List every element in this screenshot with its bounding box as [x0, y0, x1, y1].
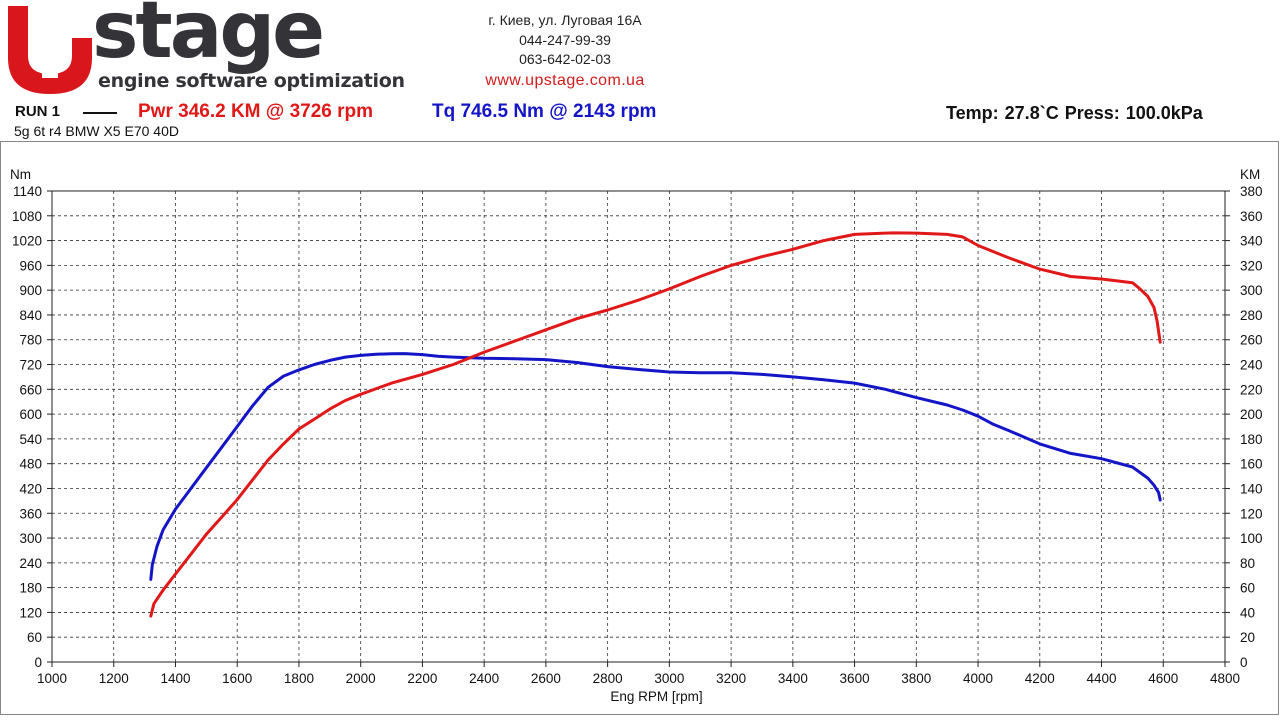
y-axis-label-left: Nm	[10, 167, 31, 182]
x-tick-label: 1000	[37, 671, 67, 686]
y-right-tick-label: 240	[1240, 358, 1263, 373]
y-right-tick-label: 340	[1240, 234, 1263, 249]
y-left-tick-label: 1020	[12, 234, 42, 249]
tick-labels: 1000 1200 1400 1600 1800 2000 2200 2400 2600 2800…	[12, 184, 1263, 686]
phone-1: 044-247-99-39	[519, 32, 611, 48]
x-tick-label: 4200	[1025, 671, 1055, 686]
logo-wordmark: stage	[92, 0, 325, 76]
x-tick-label: 4400	[1087, 671, 1117, 686]
y-left-tick-label: 900	[19, 283, 42, 298]
x-tick-label: 2800	[593, 671, 623, 686]
y-left-tick-label: 0	[34, 655, 42, 670]
power-summary: Pwr 346.2 KM @ 3726 rpm	[138, 101, 374, 122]
x-tick-label: 1400	[160, 671, 190, 686]
y-left-tick-label: 780	[19, 333, 42, 348]
x-tick-label: 3400	[778, 671, 808, 686]
y-left-tick-label: 720	[19, 358, 42, 373]
y-right-tick-label: 160	[1240, 457, 1263, 472]
grid-layer	[52, 191, 1225, 662]
y-left-tick-label: 180	[19, 581, 42, 596]
y-left-tick-label: 360	[19, 506, 42, 521]
x-tick-label: 4800	[1210, 671, 1240, 686]
y-left-tick-label: 1140	[13, 184, 42, 199]
series-layer	[149, 231, 1162, 618]
y-right-tick-label: 60	[1240, 581, 1255, 596]
x-axis-label: Eng RPM [rpm]	[610, 689, 702, 704]
y-right-tick-label: 220	[1240, 382, 1263, 397]
plot-area-border	[51, 190, 1226, 663]
logo-tagline: engine software optimization	[98, 70, 405, 92]
phone-2: 063-642-02-03	[519, 51, 611, 67]
y-right-tick-label: 260	[1240, 333, 1263, 348]
chart-frame	[0, 141, 1279, 715]
y-left-tick-label: 600	[19, 407, 42, 422]
y-right-tick-label: 140	[1240, 481, 1263, 496]
y-right-tick-label: 0	[1240, 655, 1248, 670]
series-line-pwr	[149, 231, 1162, 618]
y-left-tick-label: 240	[19, 556, 42, 571]
y-right-tick-label: 80	[1240, 556, 1255, 571]
x-tick-label: 3200	[716, 671, 746, 686]
y-right-tick-label: 300	[1240, 283, 1263, 298]
x-tick-label: 2400	[469, 671, 499, 686]
x-tick-label: 1800	[284, 671, 314, 686]
y-left-tick-label: 960	[19, 258, 42, 273]
y-right-tick-label: 360	[1240, 209, 1263, 224]
x-tick-label: 4000	[963, 671, 993, 686]
logo-arrow-up	[32, 14, 68, 78]
y-left-tick-label: 60	[27, 630, 42, 645]
x-tick-label: 1200	[99, 671, 129, 686]
x-tick-label: 3000	[654, 671, 684, 686]
logo-u-shape	[8, 6, 92, 94]
y-left-tick-label: 300	[19, 531, 42, 546]
torque-summary: Tq 746.5 Nm @ 2143 rpm	[432, 101, 657, 122]
x-tick-label: 3800	[901, 671, 931, 686]
vehicle-description: 5g 6t r4 BMW X5 E70 40D	[14, 123, 179, 139]
website-link[interactable]: www.upstage.com.ua	[485, 72, 645, 89]
x-tick-label: 1600	[222, 671, 252, 686]
series-line-tq	[149, 352, 1162, 581]
y-axis-label-right: KM	[1240, 167, 1260, 182]
run-legend-line	[83, 112, 117, 114]
x-tick-label: 4600	[1148, 671, 1178, 686]
y-left-tick-label: 420	[19, 481, 42, 496]
y-left-tick-label: 840	[19, 308, 42, 323]
y-right-tick-label: 100	[1240, 531, 1263, 546]
x-tick-label: 2200	[407, 671, 437, 686]
y-left-tick-label: 120	[19, 605, 42, 620]
y-left-tick-label: 1080	[12, 209, 42, 224]
y-right-tick-label: 320	[1240, 258, 1263, 273]
upstage-logo-mark	[8, 6, 92, 94]
x-tick-label: 2000	[346, 671, 376, 686]
y-left-tick-label: 480	[19, 457, 42, 472]
address-text: г. Киев, ул. Луговая 16А	[488, 12, 642, 28]
y-right-tick-label: 180	[1240, 432, 1263, 447]
run-label: RUN 1	[15, 103, 61, 120]
y-right-tick-label: 120	[1240, 506, 1263, 521]
y-right-tick-label: 20	[1240, 630, 1255, 645]
y-left-tick-label: 660	[19, 382, 42, 397]
x-tick-label: 2600	[531, 671, 561, 686]
y-left-tick-label: 540	[19, 432, 42, 447]
y-right-tick-label: 40	[1240, 605, 1255, 620]
x-tick-label: 3600	[840, 671, 870, 686]
y-right-tick-label: 280	[1240, 308, 1263, 323]
y-right-tick-label: 380	[1240, 184, 1263, 199]
conditions-readout: Temp: 27.8`C Press: 100.0kPa	[946, 103, 1203, 123]
y-right-tick-label: 200	[1240, 407, 1263, 422]
